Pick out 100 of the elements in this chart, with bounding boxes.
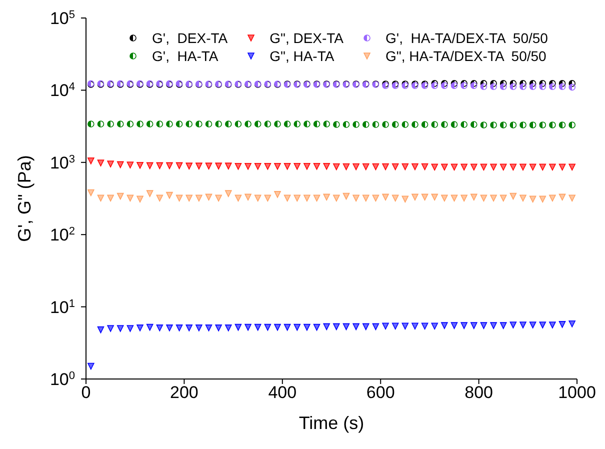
point <box>362 194 370 202</box>
x-tick-label: 0 <box>81 383 91 402</box>
point <box>264 324 272 331</box>
point <box>352 194 360 202</box>
point <box>382 121 389 128</box>
point <box>470 121 478 128</box>
point <box>224 324 232 332</box>
y-tick-label: 10$^{0}$ <box>50 370 75 389</box>
point <box>146 162 154 170</box>
point <box>529 122 536 128</box>
point <box>284 194 291 202</box>
point <box>264 194 272 202</box>
point <box>568 84 576 91</box>
point <box>421 322 428 330</box>
x-tick-label: 400 <box>268 383 297 402</box>
point <box>126 120 134 128</box>
point <box>412 163 418 170</box>
x-tick-label: 600 <box>366 383 395 402</box>
point <box>166 324 173 332</box>
point <box>146 324 154 331</box>
point <box>224 162 232 170</box>
point <box>490 194 497 202</box>
point <box>529 164 536 171</box>
legend-label: G", HA-TA/DEX-TA 50/50 <box>386 48 546 64</box>
point <box>520 322 526 328</box>
point <box>520 122 526 128</box>
point <box>382 194 389 201</box>
point <box>460 322 468 329</box>
point <box>460 121 468 128</box>
point <box>510 83 517 90</box>
point <box>500 322 507 329</box>
point <box>254 163 262 170</box>
point <box>205 194 212 201</box>
point <box>156 162 164 170</box>
point <box>352 323 360 330</box>
point <box>88 157 94 164</box>
point <box>176 324 183 332</box>
point <box>549 322 556 328</box>
point <box>412 121 418 128</box>
point <box>254 194 262 202</box>
point <box>568 194 576 202</box>
point <box>342 121 350 128</box>
point <box>441 322 448 329</box>
point <box>146 190 154 197</box>
point <box>500 194 507 202</box>
point <box>304 324 310 331</box>
point <box>244 194 252 201</box>
point <box>431 194 438 201</box>
point <box>284 324 291 331</box>
point <box>450 121 458 128</box>
point <box>421 194 428 201</box>
point <box>126 162 134 168</box>
point <box>431 322 438 330</box>
point <box>294 194 301 202</box>
point <box>539 122 546 128</box>
point <box>136 324 144 332</box>
point <box>294 324 301 331</box>
point <box>558 122 566 128</box>
point <box>450 164 458 171</box>
y-tick-label: 10$^{1}$ <box>50 298 75 317</box>
point <box>520 194 526 202</box>
point <box>362 121 370 128</box>
point <box>441 164 448 171</box>
point <box>186 194 193 202</box>
point <box>470 194 478 201</box>
point <box>215 120 222 128</box>
point <box>529 83 536 90</box>
point <box>136 120 144 128</box>
point <box>166 120 173 128</box>
point <box>88 362 94 370</box>
point <box>490 83 497 90</box>
point <box>176 120 183 128</box>
point <box>480 164 488 171</box>
point <box>215 324 222 332</box>
point <box>323 194 330 201</box>
point <box>264 120 272 128</box>
point <box>558 194 566 201</box>
point <box>480 83 488 90</box>
point <box>196 162 202 170</box>
point <box>568 164 576 171</box>
point <box>294 163 301 170</box>
point <box>88 189 94 196</box>
point <box>244 324 252 331</box>
x-axis-title: Time (s) <box>298 413 364 433</box>
point <box>274 324 281 331</box>
point <box>510 322 517 328</box>
y-tick-label: 10$^{2}$ <box>50 226 75 245</box>
legend-label: G', DEX-TA <box>152 30 228 46</box>
point <box>264 163 272 170</box>
point <box>244 163 252 170</box>
point <box>450 194 458 202</box>
point <box>382 322 389 330</box>
y-tick-label: 10$^{3}$ <box>50 153 75 172</box>
point <box>274 120 281 128</box>
point <box>372 323 380 330</box>
point <box>421 121 428 128</box>
point <box>402 121 409 128</box>
y-axis-title: G', G" (Pa) <box>14 155 34 242</box>
point <box>126 325 134 332</box>
point <box>333 121 340 128</box>
